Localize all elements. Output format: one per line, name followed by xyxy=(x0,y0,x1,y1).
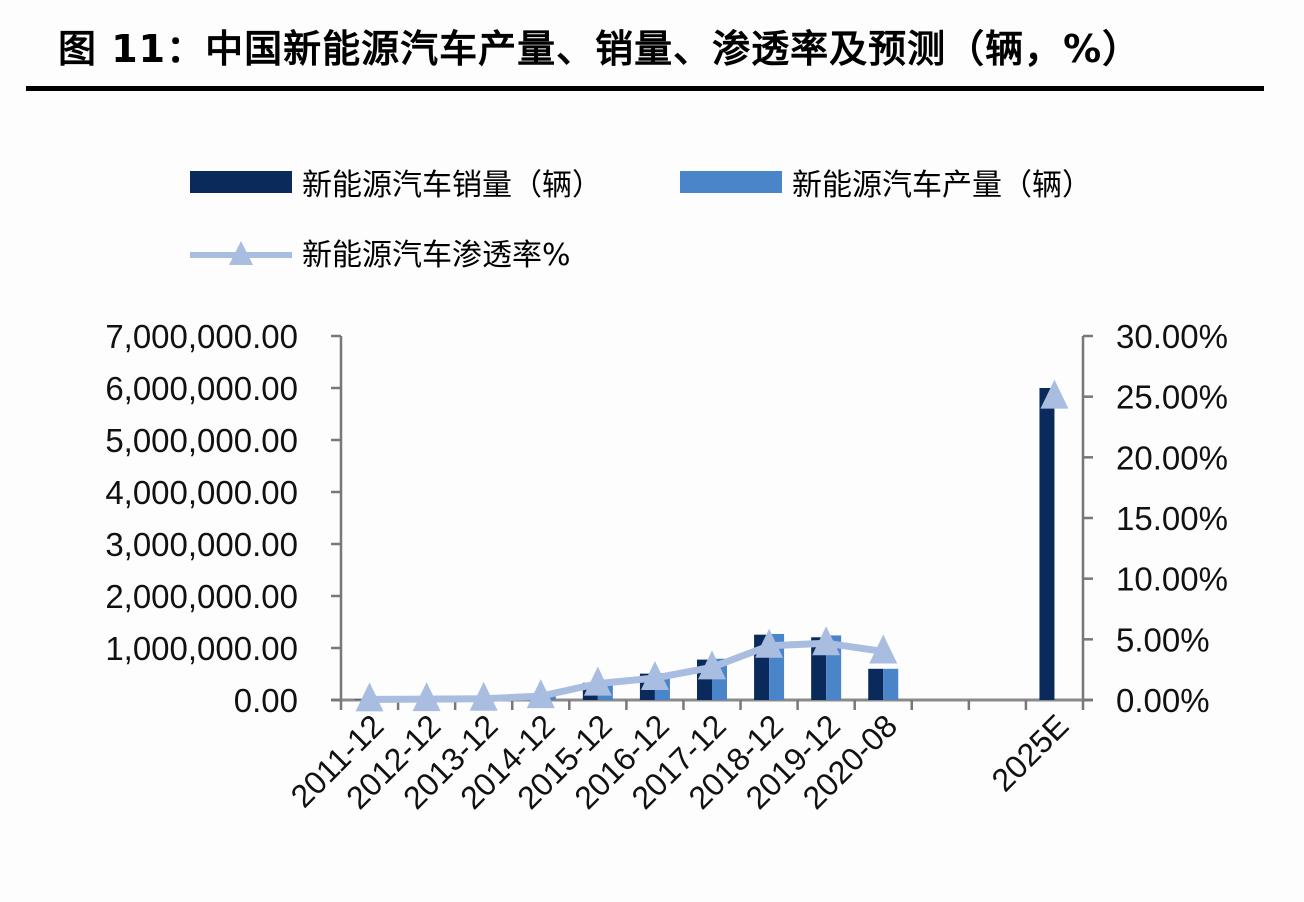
left-tick-label: 4,000,000.00 xyxy=(105,474,298,511)
triangle-marker-icon xyxy=(812,626,841,656)
left-tick-label: 3,000,000.00 xyxy=(105,526,298,563)
sales-swatch-icon xyxy=(190,171,292,193)
triangle-marker-icon xyxy=(640,661,669,691)
left-tick-label: 6,000,000.00 xyxy=(105,370,298,407)
right-tick-label: 10.00% xyxy=(1116,561,1228,598)
production-swatch-icon xyxy=(680,171,782,193)
right-tick-label: 25.00% xyxy=(1116,379,1228,416)
triangle-line-icon xyxy=(190,241,292,265)
triangle-marker-icon xyxy=(526,679,555,709)
legend-label-production: 新能源汽车产量（辆） xyxy=(792,168,1092,203)
left-tick-label: 7,000,000.00 xyxy=(105,318,298,355)
legend-item-sales: 新能源汽车销量（辆） xyxy=(190,160,602,204)
triangle-marker-icon xyxy=(698,650,726,680)
right-tick-label: 0.00% xyxy=(1116,682,1210,719)
title-rule xyxy=(26,86,1264,91)
production-bar xyxy=(883,668,899,700)
legend-item-penetration: 新能源汽车渗透率% xyxy=(190,230,571,274)
left-tick-label: 5,000,000.00 xyxy=(105,422,298,459)
triangle-marker-icon xyxy=(469,681,498,711)
penetration-line xyxy=(369,639,884,703)
left-tick-label: 1,000,000.00 xyxy=(105,630,298,667)
legend-label-sales: 新能源汽车销量（辆） xyxy=(302,168,602,203)
figure-title: 图 11：中国新能源汽车产量、销量、渗透率及预测（辆，%） xyxy=(58,27,1142,71)
legend-label-penetration: 新能源汽车渗透率% xyxy=(302,238,571,273)
x-tick-label: 2025E xyxy=(985,707,1076,798)
sales-bar xyxy=(868,668,884,700)
right-tick-label: 30.00% xyxy=(1116,318,1228,355)
left-tick-label: 2,000,000.00 xyxy=(105,578,298,615)
right-tick-label: 20.00% xyxy=(1116,439,1228,476)
sales-bar xyxy=(1039,388,1055,700)
left-tick-label: 0.00 xyxy=(234,682,298,719)
triangle-marker-icon xyxy=(412,682,441,712)
triangle-marker-icon xyxy=(355,682,384,712)
triangle-marker-icon xyxy=(869,634,898,664)
legend-item-production: 新能源汽车产量（辆） xyxy=(680,160,1092,204)
right-tick-label: 15.00% xyxy=(1116,500,1228,537)
triangle-marker-icon xyxy=(583,666,612,696)
triangle-marker-icon xyxy=(755,628,784,658)
triangle-marker-icon xyxy=(1040,379,1069,409)
right-tick-label: 5.00% xyxy=(1116,621,1210,658)
